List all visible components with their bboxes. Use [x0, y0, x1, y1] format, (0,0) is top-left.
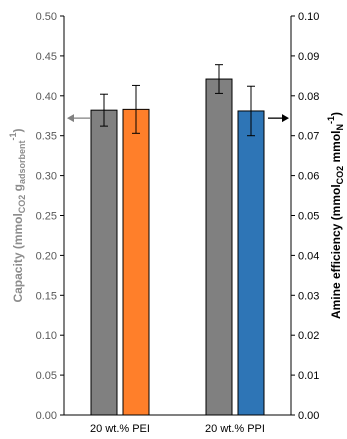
- category-labels: 20 wt.% PEI 20 wt.% PPI: [90, 423, 265, 435]
- right-y-axis-title: Amine efficiency (mmolCO2 mmolN-1): [326, 112, 345, 319]
- left-tick-label: 0.35: [36, 131, 57, 143]
- right-tick-label: 0.10: [298, 11, 319, 23]
- right-tick-label: 0.07: [298, 131, 319, 143]
- right-tick-label: 0.08: [298, 91, 319, 103]
- category-label: 20 wt.% PPI: [205, 423, 265, 435]
- bar-pei-amine-efficiency: [122, 108, 150, 416]
- error-bars: [100, 64, 255, 137]
- bar-ppi-capacity: [205, 78, 233, 416]
- left-tick-label: 0.00: [36, 410, 57, 422]
- right-tick-label: 0.05: [298, 211, 319, 223]
- category-label: 20 wt.% PEI: [90, 423, 150, 435]
- right-tick-label: 0.09: [298, 51, 319, 63]
- left-tick-label: 0.45: [36, 51, 57, 63]
- right-tick-label: 0.03: [298, 290, 319, 302]
- left-tick-label: 0.40: [36, 91, 57, 103]
- right-y-axis-ticks: 0.00 0.01 0.02 0.03 0.04 0.05 0.06 0.07 0.08 0.09…: [291, 11, 319, 422]
- bars: [90, 78, 265, 416]
- bar-ppi-amine-efficiency: [237, 110, 265, 416]
- left-tick-label: 0.30: [36, 171, 57, 183]
- left-tick-label: 0.50: [36, 11, 57, 23]
- left-tick-label: 0.20: [36, 250, 57, 262]
- arrow-left-head: [67, 114, 74, 123]
- left-tick-label: 0.05: [36, 370, 57, 382]
- left-y-axis-ticks: 0.00 0.05 0.10 0.15 0.20 0.25 0.30 0.35 0.40 0.45…: [36, 11, 64, 422]
- left-tick-label: 0.15: [36, 290, 57, 302]
- right-tick-label: 0.00: [298, 410, 319, 422]
- left-tick-label: 0.10: [36, 330, 57, 342]
- left-y-axis-title: Capacity (mmolCO2 gadsorbent-1): [8, 128, 27, 302]
- bar-pei-capacity: [90, 109, 118, 416]
- right-tick-label: 0.02: [298, 330, 319, 342]
- left-tick-label: 0.25: [36, 211, 57, 223]
- arrow-right-head: [282, 114, 289, 123]
- right-tick-label: 0.04: [298, 250, 319, 262]
- right-tick-label: 0.06: [298, 171, 319, 183]
- axis-arrows: [67, 114, 289, 123]
- right-tick-label: 0.01: [298, 370, 319, 382]
